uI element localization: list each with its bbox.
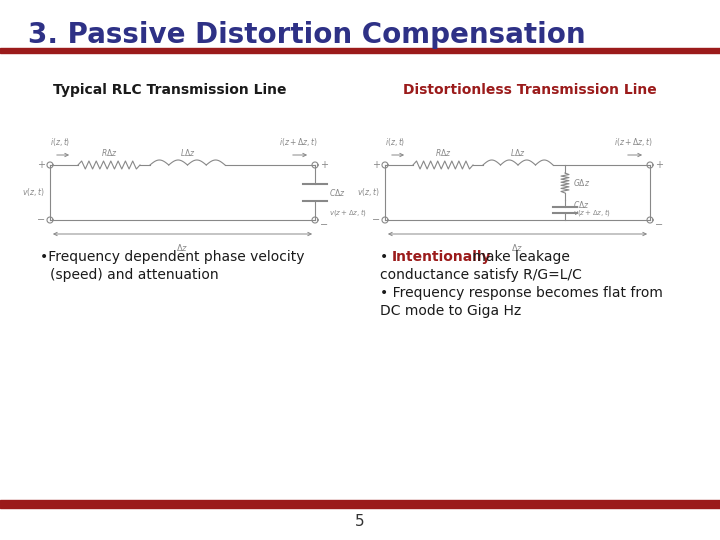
Bar bbox=[0, 48, 720, 53]
Text: +: + bbox=[372, 160, 380, 170]
Text: $\Delta z$: $\Delta z$ bbox=[176, 242, 189, 253]
Text: $v(z+\Delta z,t)$: $v(z+\Delta z,t)$ bbox=[573, 206, 611, 218]
Text: $L\Delta z$: $L\Delta z$ bbox=[180, 147, 195, 158]
Text: +: + bbox=[37, 160, 45, 170]
Text: $i(z,t)$: $i(z,t)$ bbox=[385, 136, 405, 148]
Text: −: − bbox=[655, 220, 663, 230]
Text: $L\Delta z$: $L\Delta z$ bbox=[510, 147, 526, 158]
Text: −: − bbox=[37, 215, 45, 225]
Text: DC mode to Giga Hz: DC mode to Giga Hz bbox=[380, 304, 521, 318]
Bar bbox=[0, 500, 720, 508]
Text: •: • bbox=[380, 250, 392, 264]
Text: make leakage: make leakage bbox=[468, 250, 570, 264]
Text: −: − bbox=[372, 215, 380, 225]
Text: (speed) and attenuation: (speed) and attenuation bbox=[50, 268, 219, 282]
Text: Distortionless Transmission Line: Distortionless Transmission Line bbox=[403, 83, 657, 97]
Text: $R\Delta z$: $R\Delta z$ bbox=[435, 147, 451, 158]
Text: +: + bbox=[655, 160, 663, 170]
Text: −: − bbox=[320, 220, 328, 230]
Text: Typical RLC Transmission Line: Typical RLC Transmission Line bbox=[53, 83, 287, 97]
Text: $v(z+\Delta z,t)$: $v(z+\Delta z,t)$ bbox=[329, 206, 367, 218]
Text: Intentionally: Intentionally bbox=[392, 250, 492, 264]
Text: $C\Delta z$: $C\Delta z$ bbox=[573, 199, 590, 211]
Text: 3. Passive Distortion Compensation: 3. Passive Distortion Compensation bbox=[28, 21, 585, 49]
Text: 5: 5 bbox=[355, 515, 365, 530]
Text: conductance satisfy R/G=L/C: conductance satisfy R/G=L/C bbox=[380, 268, 582, 282]
Text: $i(z+\Delta z,t)$: $i(z+\Delta z,t)$ bbox=[614, 136, 653, 148]
Text: •Frequency dependent phase velocity: •Frequency dependent phase velocity bbox=[40, 250, 305, 264]
Text: $G\Delta z$: $G\Delta z$ bbox=[573, 178, 590, 188]
Text: $v(z,t)$: $v(z,t)$ bbox=[357, 186, 380, 199]
Text: $R\Delta z$: $R\Delta z$ bbox=[101, 147, 117, 158]
Text: • Frequency response becomes flat from: • Frequency response becomes flat from bbox=[380, 286, 663, 300]
Text: $C\Delta z$: $C\Delta z$ bbox=[329, 187, 346, 198]
Text: $v(z,t)$: $v(z,t)$ bbox=[22, 186, 45, 199]
Text: +: + bbox=[320, 160, 328, 170]
Text: $i(z+\Delta z,t)$: $i(z+\Delta z,t)$ bbox=[279, 136, 318, 148]
Text: $\Delta z$: $\Delta z$ bbox=[511, 242, 523, 253]
Text: $i(z,t)$: $i(z,t)$ bbox=[50, 136, 71, 148]
